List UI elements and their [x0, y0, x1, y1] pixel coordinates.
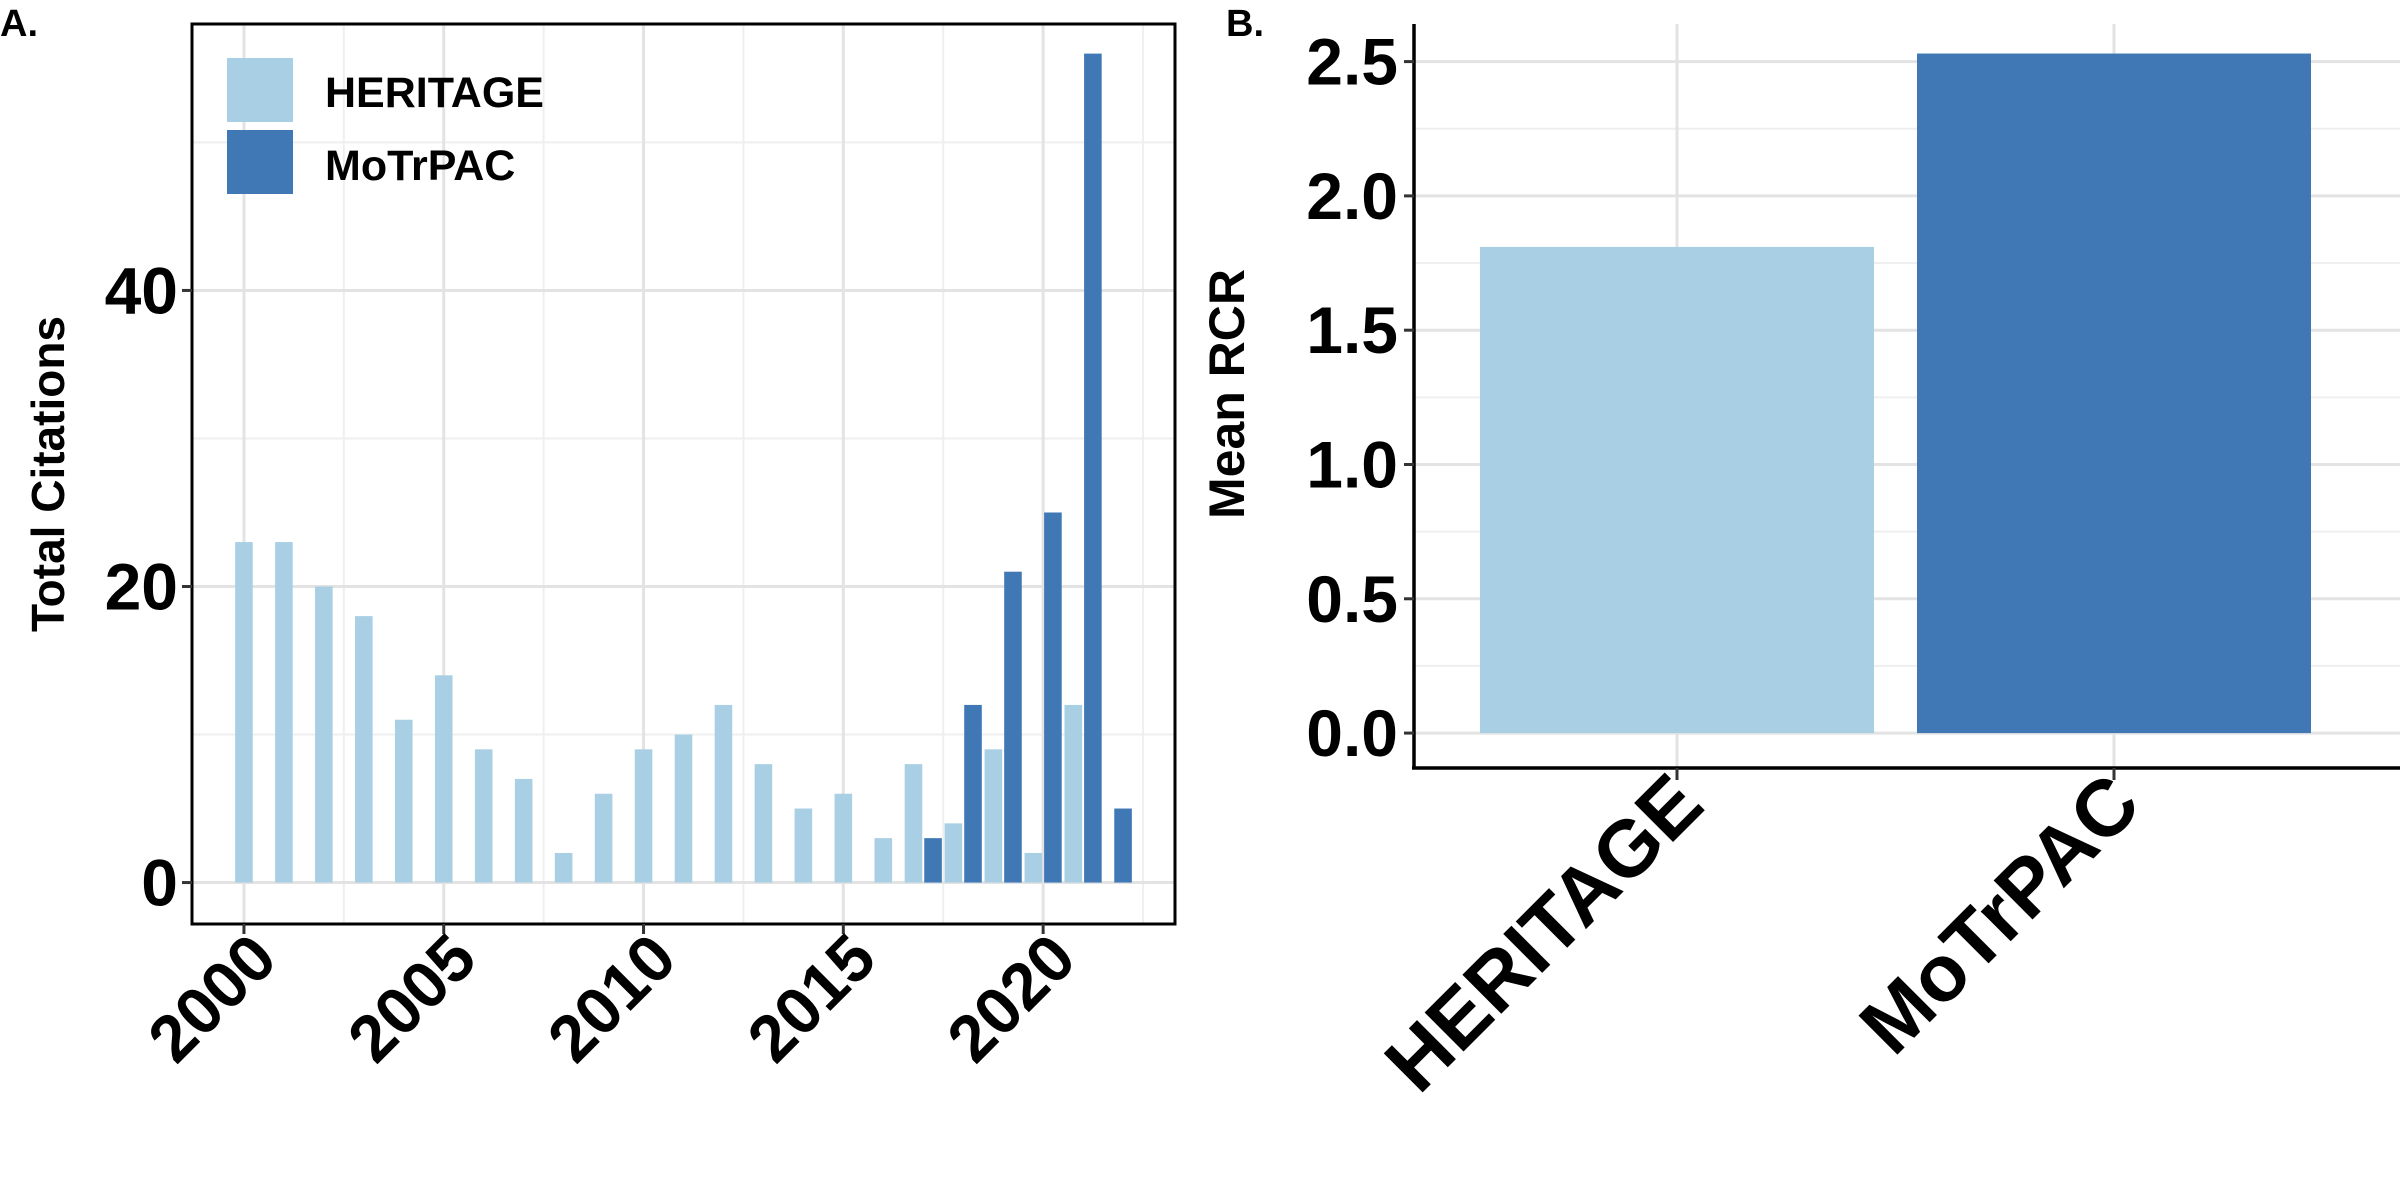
x-tick-label: HERITAGE: [1368, 757, 1719, 1108]
bar-motrpac-2018: [964, 704, 982, 883]
panel-a-bars: [235, 53, 1132, 883]
panel-a-legend: HERITAGE MoTrPAC: [227, 58, 544, 194]
panel-a-x-ticks: 2000 2005 2010 2015 2020: [134, 920, 1089, 1076]
y-tick-label: 40: [105, 253, 178, 327]
x-tick-label: 2005: [333, 920, 489, 1076]
x-tick-label: 2020: [933, 920, 1089, 1076]
bar-heritage-2005: [434, 675, 453, 883]
bar-heritage-2017: [904, 764, 923, 883]
bar-heritage-2012: [714, 704, 733, 883]
panel-a-frame: [190, 22, 1177, 926]
legend-label-heritage: HERITAGE: [325, 69, 544, 117]
panel-b-rcr-chart: B. 0.0 0.5 1.0 1.5 2.0 2.5 HERITAGE MoTrPAC Me…: [1199, 3, 2400, 1108]
x-tick-label: 2000: [134, 920, 290, 1076]
y-tick-label: 0.5: [1306, 562, 1398, 636]
y-tick-label: 0: [141, 846, 178, 920]
y-tick-label: 1.0: [1306, 427, 1398, 501]
bar-heritage-2014: [794, 808, 813, 883]
bar-heritage-2016: [874, 838, 893, 883]
bar-heritage-2001: [275, 542, 293, 883]
bar-heritage-2000: [235, 542, 253, 883]
bar-heritage-2010: [634, 749, 653, 883]
bar-heritage-2018: [944, 823, 963, 883]
bar-heritage-2020: [1024, 852, 1043, 883]
y-tick-label: 0.0: [1306, 696, 1398, 770]
bar-heritage-2004: [394, 719, 413, 883]
bar-heritage-2003: [355, 616, 373, 883]
panel-b-y-axis-title: Mean RCR: [1199, 269, 1255, 519]
bar-motrpac-2021: [1084, 53, 1102, 883]
bar-motrpac-2020: [1044, 512, 1062, 883]
bar-heritage-2007: [514, 778, 533, 883]
x-tick-label: 2010: [533, 920, 689, 1076]
bar-heritage-2006: [474, 749, 493, 883]
legend-label-motrpac: MoTrPAC: [325, 142, 515, 190]
y-tick-label: 20: [105, 550, 178, 624]
panel-b-label: B.: [1226, 3, 1264, 45]
y-tick-label: 1.5: [1306, 293, 1398, 367]
panel-b-bars: [1480, 53, 2311, 734]
x-tick-label: 2015: [733, 920, 889, 1076]
legend-swatch-motrpac: [227, 130, 293, 194]
bar-heritage-2008: [554, 852, 573, 883]
panel-a-label: A.: [0, 3, 38, 45]
bar-motrpac-2017: [924, 838, 942, 883]
bar-heritage-2013: [754, 764, 773, 883]
x-tick-label: MoTrPAC: [1843, 757, 2156, 1070]
bar-heritage-2015: [834, 793, 853, 883]
y-tick-label: 2.0: [1306, 159, 1398, 233]
y-tick-label: 2.5: [1306, 25, 1398, 99]
panel-b-y-ticks: 0.0 0.5 1.0 1.5 2.0 2.5: [1306, 25, 1414, 770]
panel-a-y-ticks: 0 20 40: [105, 253, 192, 920]
bar-heritage-2021: [1064, 704, 1083, 883]
panel-b-x-ticks: HERITAGE MoTrPAC: [1368, 757, 2156, 1108]
bar-heritage-2019: [984, 749, 1003, 883]
bar-motrpac-2022: [1114, 808, 1132, 883]
bar-heritage-2002: [315, 586, 333, 883]
panel-a-y-axis-title: Total Citations: [22, 316, 74, 632]
bar-motrpac: [1917, 53, 2311, 734]
bar-heritage-2009: [594, 793, 613, 883]
legend-swatch-heritage: [227, 58, 293, 122]
bar-motrpac-2019: [1004, 571, 1022, 883]
bar-heritage-2011: [674, 734, 693, 883]
bar-heritage: [1480, 246, 1874, 734]
panel-a-citations-chart: A. 0 20 40 2000 2005 2010 2015 2020 Total Cita…: [0, 3, 1177, 1076]
